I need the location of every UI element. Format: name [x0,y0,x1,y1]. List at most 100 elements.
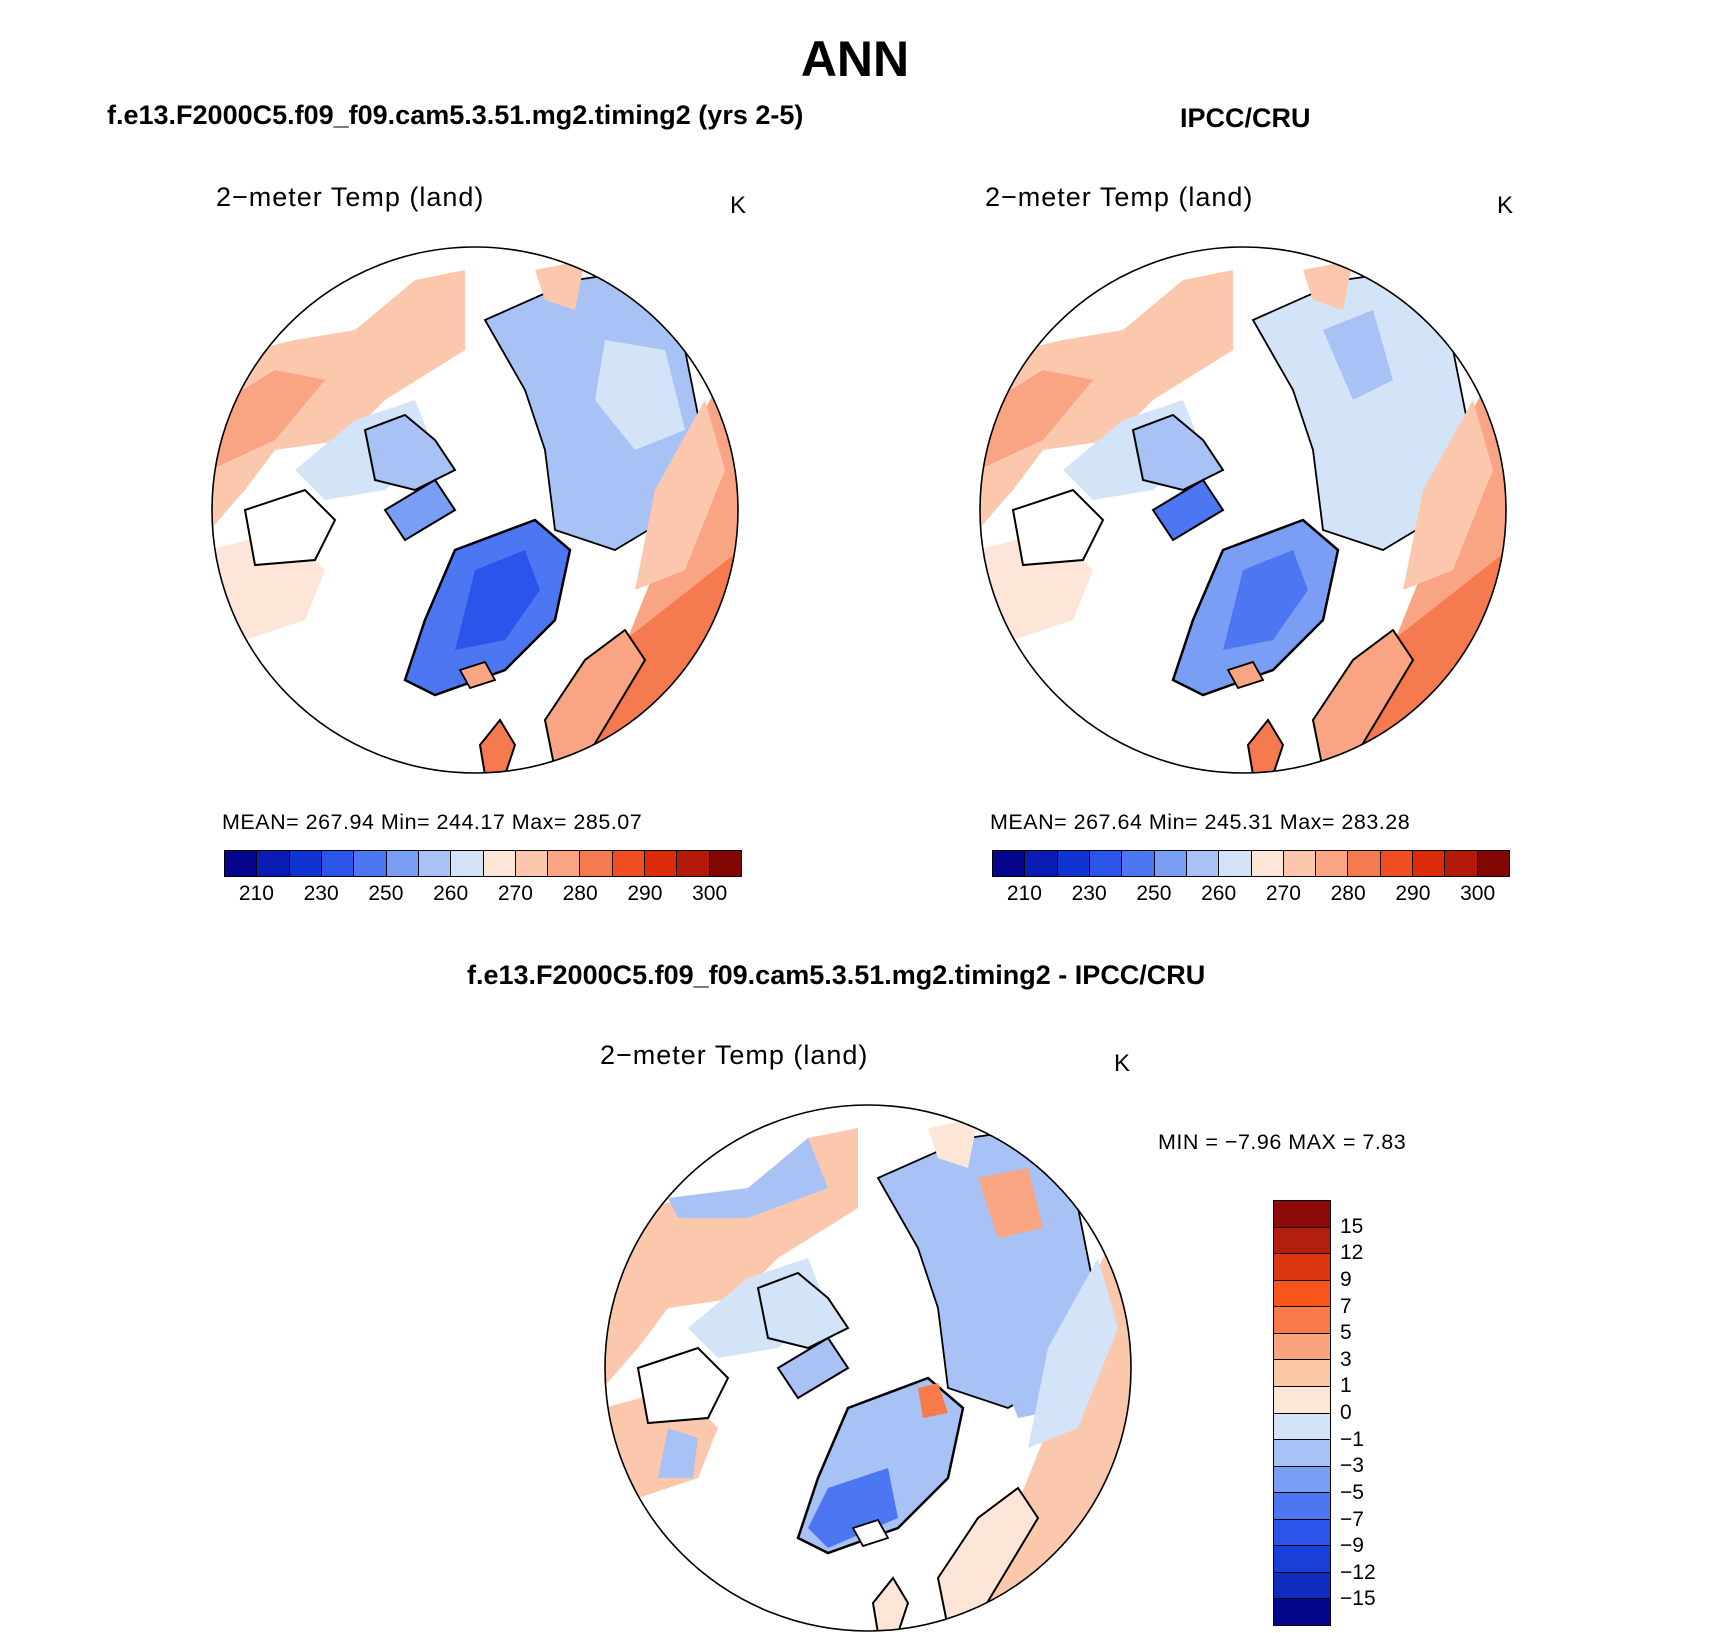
colorbar-swatch [1283,851,1317,876]
colorbar-tick-label: 230 [303,882,339,905]
colorbar-swatch [1025,851,1058,876]
colorbar-swatch [993,851,1026,876]
colorbar-swatch [1122,851,1155,876]
colorbar-swatch [1057,851,1090,876]
panel-3-variable-title: 2−meter Temp (land) [600,1040,869,1070]
colorbar-tick-label: 260 [1201,882,1237,905]
colorbar-swatch [1186,851,1220,876]
colorbar-swatch [1274,1493,1330,1520]
colorbar-swatch [1089,851,1123,876]
panel-1-variable-title: 2−meter Temp (land) [216,182,485,212]
panel-1-colorbar [224,850,742,877]
colorbar-swatch [515,851,549,876]
panel-2-header: IPCC/CRU [1180,103,1311,133]
colorbar-tick-label: 260 [433,882,469,905]
colorbar-swatch [645,851,678,876]
page-title: ANN [800,31,910,87]
panel-2-colorbar-ticks: 210 230 250 260 270 280 290 300 [992,882,1510,908]
panel-1-units: K [730,192,747,219]
colorbar-swatch [1413,851,1446,876]
colorbar-tick-label: 290 [1395,882,1431,905]
panel-1-colorbar-ticks: 210 230 250 260 270 280 290 300 [224,882,742,908]
colorbar-swatch [548,851,581,876]
colorbar-swatch [1274,1546,1330,1573]
panel-3-header: f.e13.F2000C5.f09_f09.cam5.3.51.mg2.timi… [467,960,1206,990]
panel-3-minmax: MIN = −7.96 MAX = 7.83 [1158,1130,1407,1154]
panel-1-header: f.e13.F2000C5.f09_f09.cam5.3.51.mg2.timi… [107,100,804,130]
colorbar-tick-label: 210 [1006,882,1042,905]
colorbar-swatch [1445,851,1478,876]
colorbar-swatch [1274,1280,1330,1308]
colorbar-swatch [1348,851,1381,876]
panel-2-colorbar [992,850,1510,877]
colorbar-swatch [257,851,290,876]
colorbar-swatch [1274,1307,1330,1334]
colorbar-tick-label: 3 [1340,1347,1352,1371]
panel-2-polar-map [979,246,1507,774]
colorbar-tick-label: −9 [1340,1534,1364,1558]
colorbar-swatch [354,851,387,876]
colorbar-tick-label: 300 [1460,882,1496,905]
colorbar-tick-label: −15 [1340,1587,1376,1611]
colorbar-swatch [1274,1519,1330,1547]
colorbar-swatch [418,851,452,876]
colorbar-tick-label: 7 [1340,1294,1352,1318]
panel-1-polar-map [211,246,739,774]
colorbar-swatch [451,851,484,876]
colorbar-swatch [1316,851,1349,876]
colorbar-swatch [386,851,419,876]
colorbar-tick-label: 300 [692,882,728,905]
colorbar-swatch [1274,1333,1330,1361]
colorbar-swatch [1274,1599,1330,1625]
colorbar-tick-label: 12 [1340,1241,1364,1265]
colorbar-swatch [1274,1386,1330,1414]
panel-2-units: K [1497,192,1514,219]
colorbar-swatch [1274,1201,1330,1228]
colorbar-tick-label: 250 [368,882,404,905]
panel-3-units: K [1114,1050,1131,1077]
colorbar-tick-label: 210 [238,882,274,905]
colorbar-swatch [1251,851,1284,876]
colorbar-tick-label: 1 [1340,1374,1352,1398]
colorbar-swatch [1380,851,1414,876]
colorbar-swatch [580,851,613,876]
colorbar-swatch [225,851,258,876]
panel-2-variable-title: 2−meter Temp (land) [985,182,1254,212]
colorbar-swatch [709,851,741,876]
colorbar-swatch [1274,1360,1330,1387]
panel-2-stats: MEAN= 267.64 Min= 245.31 Max= 283.28 [990,810,1411,834]
colorbar-tick-label: −3 [1340,1454,1364,1478]
colorbar-swatch [677,851,710,876]
colorbar-swatch [1274,1466,1330,1494]
colorbar-tick-label: 270 [497,882,533,905]
colorbar-swatch [612,851,646,876]
colorbar-tick-label: 290 [627,882,663,905]
colorbar-swatch [1154,851,1187,876]
colorbar-tick-label: −12 [1340,1560,1376,1584]
colorbar-tick-label: 0 [1340,1401,1352,1424]
diff-colorbar-ticks: 15 12 9 7 5 3 1 0 −1 −3 −5 −7 −9 −12 −15 [1340,1200,1420,1626]
colorbar-swatch [1274,1227,1330,1255]
panel-1-stats: MEAN= 267.94 Min= 244.17 Max= 285.07 [222,810,643,834]
colorbar-tick-label: 5 [1340,1321,1352,1345]
colorbar-tick-label: −5 [1340,1480,1364,1504]
colorbar-tick-label: 9 [1340,1267,1352,1291]
colorbar-swatch [1274,1413,1330,1441]
colorbar-swatch [321,851,355,876]
colorbar-swatch [483,851,516,876]
colorbar-swatch [1274,1254,1330,1281]
colorbar-tick-label: 280 [1330,882,1366,905]
panel-3-polar-map [604,1104,1132,1632]
colorbar-tick-label: 280 [562,882,598,905]
colorbar-tick-label: −7 [1340,1507,1364,1531]
colorbar-tick-label: 270 [1265,882,1301,905]
colorbar-swatch [1274,1572,1330,1600]
colorbar-swatch [289,851,322,876]
colorbar-tick-label: 15 [1340,1214,1364,1238]
colorbar-swatch [1477,851,1509,876]
colorbar-tick-label: −1 [1340,1427,1364,1451]
colorbar-tick-label: 250 [1136,882,1172,905]
colorbar-swatch [1274,1440,1330,1467]
colorbar-swatch [1219,851,1252,876]
diff-colorbar [1273,1200,1331,1626]
